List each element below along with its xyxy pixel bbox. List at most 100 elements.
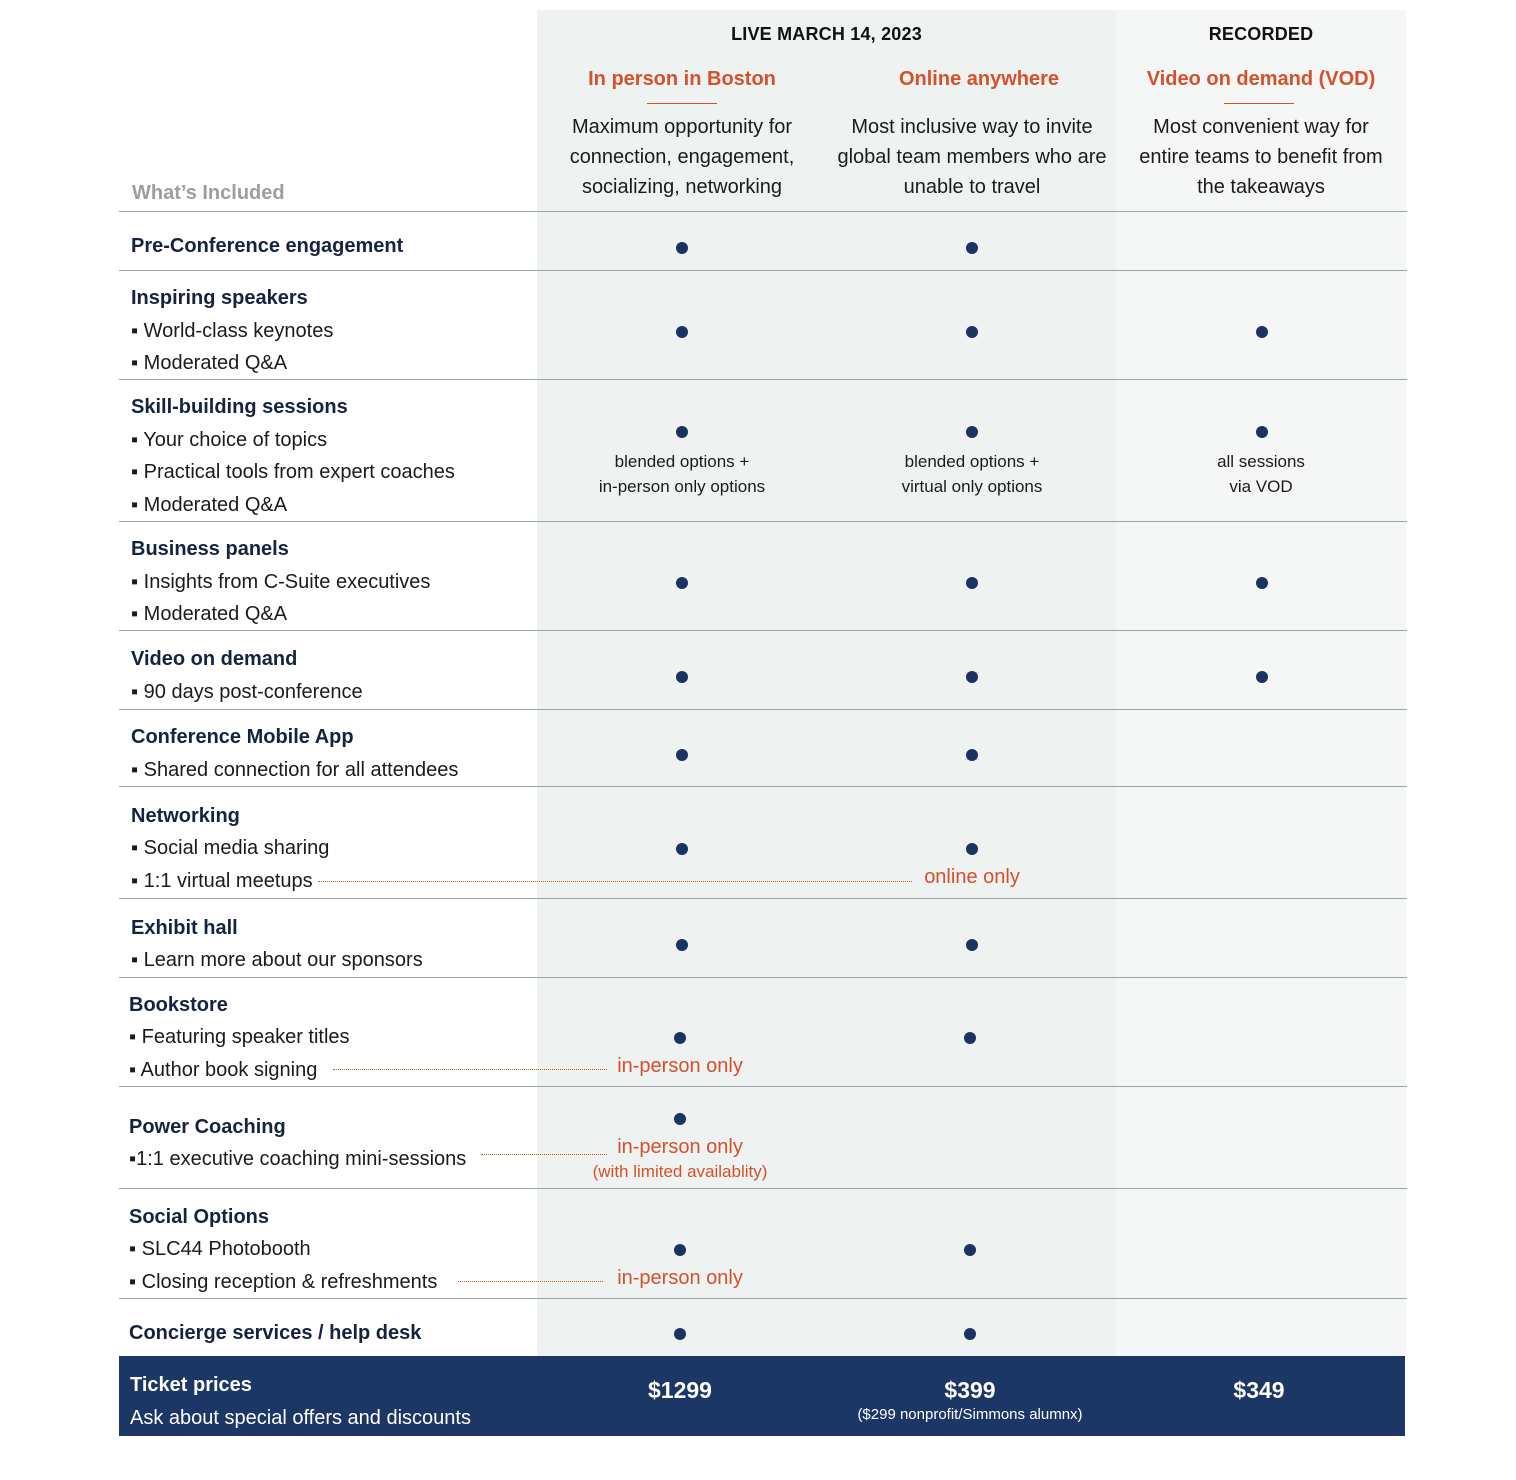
price-vod: $349 [1233, 1377, 1285, 1403]
included-dot [676, 939, 688, 951]
row-title-networking: Networking [131, 805, 240, 827]
recorded-column-background [1116, 10, 1406, 1356]
list-item: ▪ 90 days post-conference [131, 681, 363, 703]
included-dot [676, 577, 688, 589]
row-divider [119, 1298, 1407, 1299]
row-divider [119, 379, 1407, 380]
option-vod-description: Most convenient way for entire teams to b… [1139, 116, 1383, 198]
list-item: ▪ Featuring speaker titles [129, 1026, 350, 1048]
included-dot [966, 749, 978, 761]
list-item: ▪ Social media sharing [131, 837, 330, 859]
list-item: ▪ Author book signing [129, 1059, 318, 1081]
included-dot [674, 1032, 686, 1044]
included-dot [966, 242, 978, 254]
included-dot [674, 1328, 686, 1340]
row-title-concierge: Concierge services / help desk [129, 1322, 422, 1344]
included-dot [674, 1113, 686, 1125]
list-item: ▪ Learn more about our sponsors [131, 949, 423, 971]
row-divider [119, 977, 1407, 978]
row-title-social-options: Social Options [129, 1206, 270, 1228]
included-dot [1256, 671, 1268, 683]
list-item: ▪ Your choice of topics [131, 429, 328, 451]
in-person-only-note: in-person only [617, 1055, 743, 1077]
included-dot [676, 749, 688, 761]
row-title-business-panels: Business panels [131, 538, 289, 560]
included-dot [674, 1244, 686, 1256]
row-divider [119, 786, 1407, 787]
row-divider [119, 630, 1407, 631]
row-title-mobile-app: Conference Mobile App [131, 726, 354, 748]
list-item: ▪ Closing reception & refreshments [129, 1271, 438, 1293]
option-in-person-description: Maximum opportunity for connection, engag… [569, 116, 795, 198]
list-item: ▪ Moderated Q&A [131, 352, 288, 374]
list-item: ▪ Moderated Q&A [131, 603, 288, 625]
included-dot [676, 326, 688, 338]
skill-in-person-note: blended options + in-person only options [598, 452, 766, 496]
online-only-note: online only [924, 866, 1020, 888]
option-underline [1224, 103, 1294, 104]
included-dot [966, 843, 978, 855]
ticket-prices-bar [119, 1356, 1405, 1436]
in-person-only-note: in-person only [617, 1136, 743, 1158]
skill-vod-note: all sessions via VOD [1217, 452, 1305, 496]
option-vod-title: Video on demand (VOD) [1146, 68, 1376, 90]
option-underline [647, 103, 717, 104]
included-dot [1256, 577, 1268, 589]
row-title-bookstore: Bookstore [129, 994, 228, 1016]
option-in-person-title: In person in Boston [588, 68, 776, 90]
row-divider [119, 521, 1407, 522]
included-dot [966, 426, 978, 438]
list-item: ▪ Practical tools from expert coaches [131, 461, 455, 483]
included-dot [966, 577, 978, 589]
included-dot [676, 671, 688, 683]
included-dot [964, 1244, 976, 1256]
list-item: ▪ Shared connection for all attendees [131, 759, 459, 781]
included-dot [676, 242, 688, 254]
live-date-heading: LIVE MARCH 14, 2023 [731, 24, 922, 44]
limited-availability-note: (with limited availablity) [592, 1162, 768, 1181]
list-item: ▪ 1:1 virtual meetups [131, 870, 313, 892]
included-dot [1256, 426, 1268, 438]
price-online: $399 [944, 1377, 996, 1403]
in-person-only-note: in-person only [617, 1267, 743, 1289]
list-item: ▪ World-class keynotes [131, 320, 334, 342]
list-item: ▪ Insights from C-Suite executives [131, 571, 431, 593]
included-dot [966, 939, 978, 951]
row-divider [119, 270, 1407, 271]
included-dot [676, 843, 688, 855]
row-title-pre-conference: Pre-Conference engagement [131, 235, 404, 257]
row-divider [119, 709, 1407, 710]
row-divider [119, 898, 1407, 899]
included-dot [966, 326, 978, 338]
included-dot [1256, 326, 1268, 338]
price-online-discount-note: ($299 nonprofit/Simmons alumnx) [857, 1406, 1083, 1423]
ticket-prices-title: Ticket prices [130, 1374, 252, 1396]
row-divider [119, 211, 1407, 212]
row-divider [119, 1086, 1407, 1087]
row-title-video-on-demand: Video on demand [131, 648, 298, 670]
option-online-description: Most inclusive way to invite global team … [837, 116, 1107, 198]
price-in-person: $1299 [648, 1377, 712, 1403]
included-dot [964, 1032, 976, 1044]
live-column-background [537, 10, 1116, 1356]
dotted-leader-line [481, 1154, 607, 1155]
row-title-inspiring-speakers: Inspiring speakers [131, 287, 308, 309]
dotted-leader-line [333, 1069, 607, 1070]
dotted-leader-line [458, 1281, 603, 1282]
special-offers-text: Ask about special offers and discounts [130, 1407, 471, 1429]
list-item: ▪ SLC44 Photobooth [129, 1238, 311, 1260]
row-title-skill-building: Skill-building sessions [131, 396, 348, 418]
whats-included-label: What’s Included [132, 182, 285, 204]
list-item: ▪ Moderated Q&A [131, 494, 288, 516]
list-item: ▪1:1 executive coaching mini-sessions [129, 1148, 467, 1170]
skill-online-note: blended options + virtual only options [901, 452, 1043, 496]
dotted-leader-line [318, 881, 912, 882]
included-dot [966, 671, 978, 683]
included-dot [676, 426, 688, 438]
recorded-heading: RECORDED [1208, 24, 1314, 44]
option-online-title: Online anywhere [898, 68, 1060, 90]
row-divider [119, 1188, 1407, 1189]
row-title-power-coaching: Power Coaching [129, 1116, 286, 1138]
included-dot [964, 1328, 976, 1340]
row-title-exhibit-hall: Exhibit hall [131, 917, 238, 939]
